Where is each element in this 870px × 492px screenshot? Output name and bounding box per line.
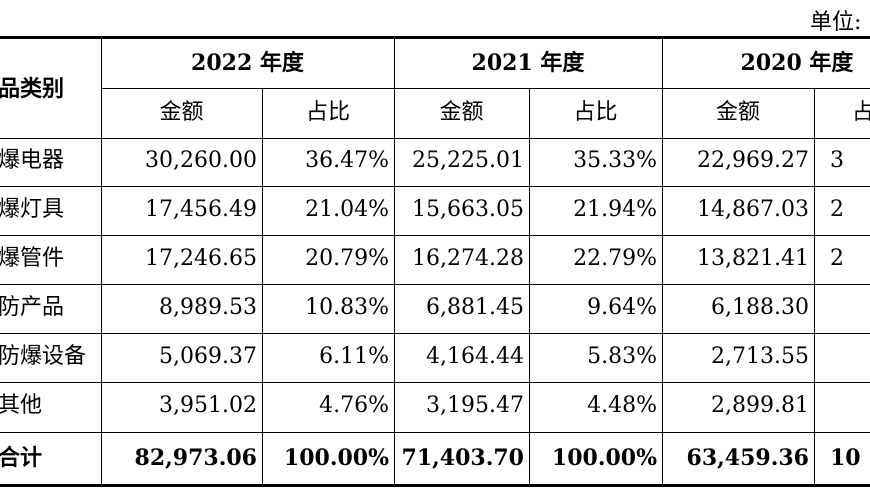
share-2022-cell: 21.04%	[305, 197, 389, 222]
category-cell: 合计	[0, 445, 43, 471]
amount-2020-cell: 6,188.30	[711, 295, 809, 320]
amount-2021-cell: 4,164.44	[426, 344, 524, 369]
amount-2021-cell: 3,195.47	[426, 393, 524, 418]
category-cell: 其他	[0, 393, 43, 418]
row-divider	[0, 333, 870, 334]
row-divider	[0, 284, 870, 285]
amount-2022-cell: 82,973.06	[134, 445, 257, 471]
amount-2021-cell: 15,663.05	[412, 197, 524, 222]
amount-2020-cell: 2,899.81	[711, 393, 809, 418]
share-2022-cell: 10.83%	[305, 295, 389, 320]
column-divider	[662, 38, 663, 485]
year-2020-header: 2020 年度	[740, 50, 854, 76]
amount-2022-cell: 17,246.65	[145, 246, 257, 271]
share-2021-cell: 5.83%	[587, 344, 657, 369]
category-cell: 爆灯具	[0, 197, 65, 222]
amount-2022-cell: 3,951.02	[159, 393, 257, 418]
amount-2022-cell: 8,989.53	[159, 295, 257, 320]
share-2021-cell: 35.33%	[573, 148, 657, 173]
row-divider	[0, 432, 870, 433]
amount-header-2021: 金额	[439, 100, 484, 125]
share-2021-cell: 9.64%	[587, 295, 657, 320]
amount-2020-cell: 13,821.41	[697, 246, 809, 271]
amount-2020-cell: 14,867.03	[697, 197, 809, 222]
category-cell: 爆电器	[0, 148, 65, 173]
amount-2022-cell: 17,456.49	[145, 197, 257, 222]
amount-2020-cell: 63,459.36	[686, 445, 809, 471]
amount-2022-cell: 5,069.37	[159, 344, 257, 369]
share-2020-cell: 2	[830, 246, 844, 271]
category-column-header: 品类别	[0, 76, 65, 102]
amount-2022-cell: 30,260.00	[145, 148, 257, 173]
table-bottom-rule	[0, 484, 870, 487]
category-cell: 爆管件	[0, 246, 65, 271]
amount-2020-cell: 2,713.55	[711, 344, 809, 369]
column-divider	[529, 88, 530, 485]
column-divider	[394, 38, 395, 485]
amount-2020-cell: 22,969.27	[697, 148, 809, 173]
row-divider	[0, 382, 870, 383]
share-2022-cell: 100.00%	[283, 445, 389, 471]
year-2021-header: 2021 年度	[471, 50, 585, 76]
header-divider	[101, 88, 870, 89]
share-2022-cell: 20.79%	[305, 246, 389, 271]
share-2022-cell: 36.47%	[305, 148, 389, 173]
share-header-2021: 占比	[573, 100, 618, 125]
column-divider	[814, 88, 815, 485]
year-2022-header: 2022 年度	[191, 50, 304, 76]
share-2021-cell: 4.48%	[587, 393, 657, 418]
row-divider	[0, 138, 870, 139]
unit-note: 单位:	[810, 10, 862, 35]
share-header-2022: 占比	[305, 100, 350, 125]
amount-2021-cell: 25,225.01	[412, 148, 524, 173]
share-2021-cell: 21.94%	[573, 197, 657, 222]
row-divider	[0, 235, 870, 236]
column-divider	[101, 38, 102, 485]
amount-header-2020: 金额	[715, 100, 760, 125]
category-cell: 防产品	[0, 295, 65, 320]
share-2022-cell: 6.11%	[319, 344, 389, 369]
share-2021-cell: 100.00%	[551, 445, 657, 471]
table-top-rule	[0, 36, 870, 39]
share-2020-cell: 3	[830, 148, 844, 173]
amount-2021-cell: 6,881.45	[426, 295, 524, 320]
amount-header-2022: 金额	[159, 100, 204, 125]
amount-2021-cell: 71,403.70	[401, 445, 524, 471]
amount-2021-cell: 16,274.28	[412, 246, 524, 271]
share-2020-cell: 2	[830, 197, 844, 222]
share-2021-cell: 22.79%	[573, 246, 657, 271]
share-2022-cell: 4.76%	[319, 393, 389, 418]
share-header-2020: 占	[852, 100, 870, 125]
column-divider	[262, 88, 263, 485]
share-2020-cell: 10	[830, 445, 861, 471]
category-cell: 防爆设备	[0, 344, 87, 369]
row-divider	[0, 186, 870, 187]
